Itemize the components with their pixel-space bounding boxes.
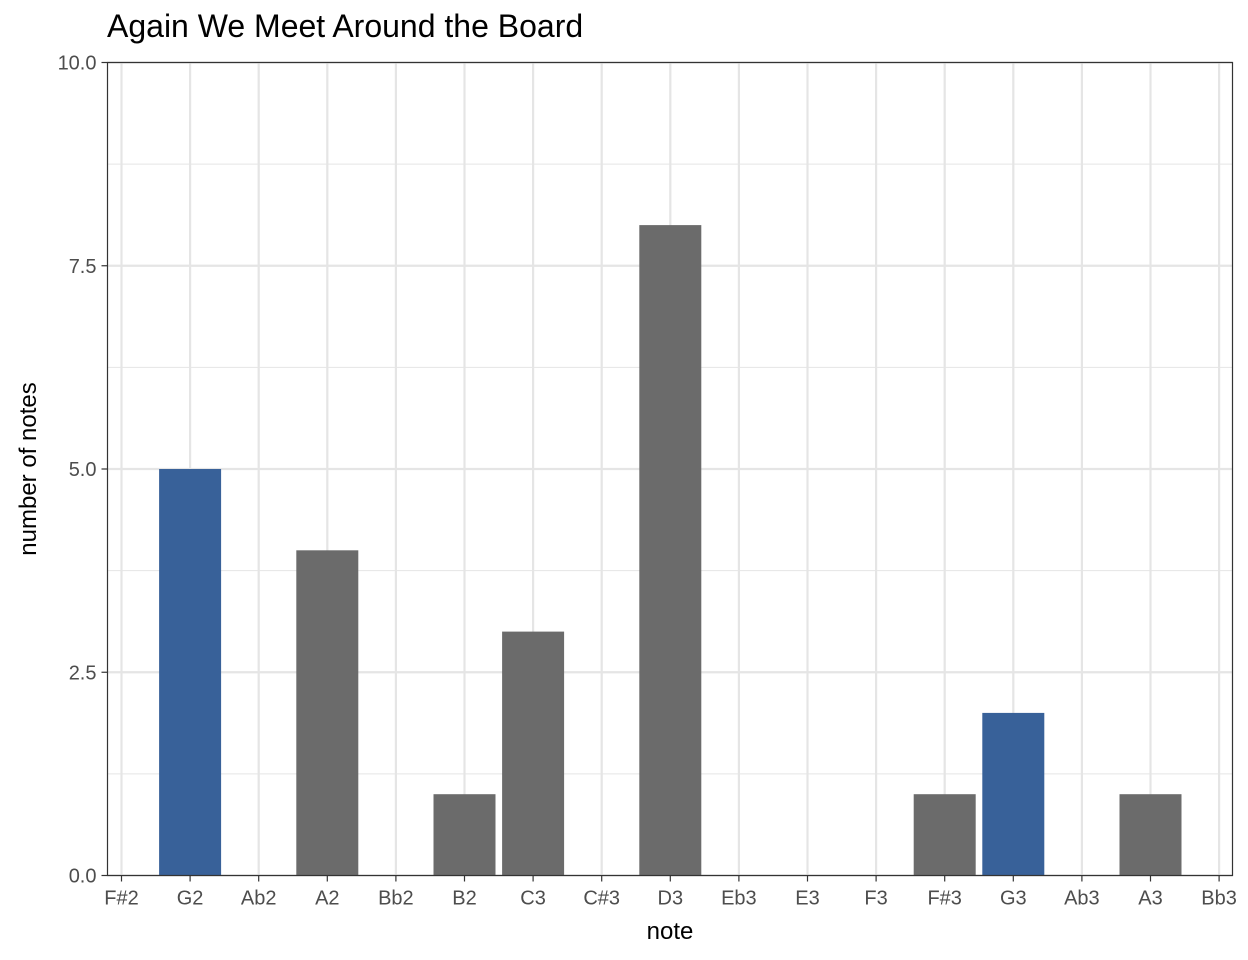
x-tick-label: Bb3 — [1201, 888, 1237, 910]
x-tick-label: Ab3 — [1064, 888, 1100, 910]
y-tick-label: 5.0 — [69, 459, 97, 481]
x-axis-title: note — [647, 918, 694, 945]
x-tick-label: C3 — [520, 888, 546, 910]
x-tick-label: Eb3 — [721, 888, 757, 910]
bar-C3 — [502, 631, 565, 876]
y-axis: 0.0 2.5 5.0 7.5 10.0 — [58, 53, 108, 888]
x-tick-label: F#2 — [104, 888, 138, 910]
x-tick-label: G3 — [1000, 888, 1027, 910]
bar-F#3 — [913, 794, 976, 876]
x-tick-label: F#3 — [927, 888, 961, 910]
bar-A2 — [296, 550, 359, 876]
chart-title: Again We Meet Around the Board — [107, 8, 584, 44]
x-tick-label: A2 — [315, 888, 339, 910]
x-tick-label: B2 — [452, 888, 476, 910]
x-axis: F#2 G2 Ab2 A2 Bb2 B2 C3 C#3 D3 Eb3 E3 F3 F#3 G3 Ab3 A3 B… — [104, 875, 1237, 910]
x-tick-label: D3 — [658, 888, 684, 910]
bar-G2 — [159, 469, 222, 876]
y-tick-label: 0.0 — [69, 866, 97, 888]
x-tick-label: Bb2 — [378, 888, 414, 910]
bars — [159, 225, 1182, 876]
y-axis-title: number of notes — [15, 382, 42, 555]
x-tick-label: G2 — [177, 888, 204, 910]
x-tick-label: C#3 — [583, 888, 620, 910]
bar-D3 — [639, 225, 702, 876]
x-tick-label: A3 — [1138, 888, 1162, 910]
x-tick-label: E3 — [795, 888, 819, 910]
bar-B2 — [433, 794, 496, 876]
x-tick-label: F3 — [864, 888, 887, 910]
y-tick-label: 7.5 — [69, 256, 97, 278]
x-tick-label: Ab2 — [241, 888, 277, 910]
y-tick-label: 10.0 — [58, 53, 97, 75]
bar-G3 — [982, 712, 1045, 876]
y-tick-label: 2.5 — [69, 662, 97, 684]
bar-A3 — [1119, 794, 1182, 876]
